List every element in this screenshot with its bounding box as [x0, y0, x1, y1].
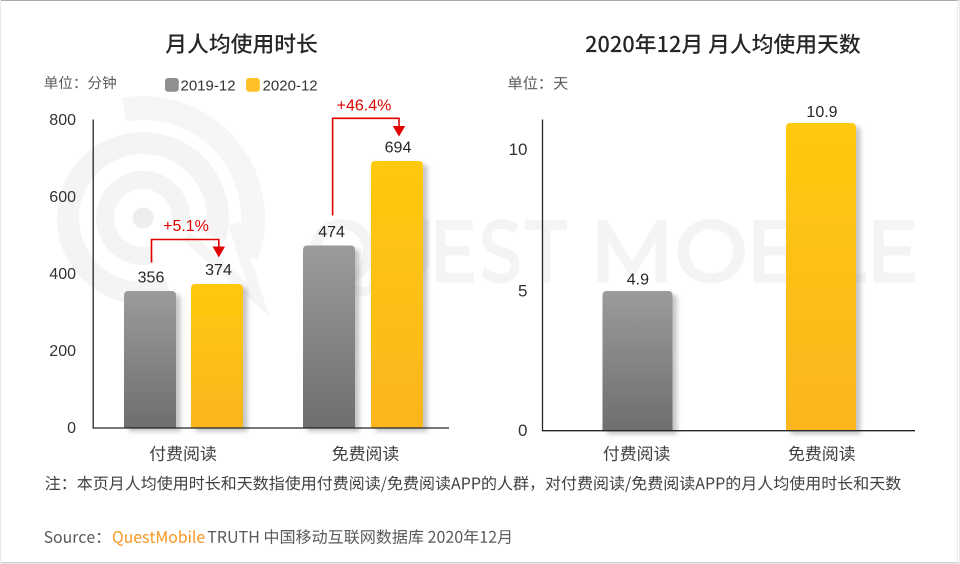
svg-text:694: 694: [385, 140, 412, 157]
svg-text:200: 200: [49, 343, 76, 360]
svg-text:2019-12: 2019-12: [181, 77, 236, 94]
svg-text:5: 5: [518, 281, 527, 300]
svg-text:800: 800: [49, 112, 76, 129]
svg-text:600: 600: [49, 189, 76, 206]
svg-text:10: 10: [509, 140, 528, 159]
svg-text:+5.1%: +5.1%: [163, 218, 209, 235]
svg-text:0: 0: [518, 421, 527, 440]
svg-text:374: 374: [205, 262, 232, 279]
svg-text:0: 0: [67, 420, 76, 437]
svg-text:356: 356: [138, 270, 165, 287]
svg-text:+46.4%: +46.4%: [337, 98, 392, 115]
svg-text:10.9: 10.9: [806, 104, 837, 121]
svg-text:2020-12: 2020-12: [263, 77, 318, 94]
svg-text:4.9: 4.9: [627, 271, 649, 288]
svg-text:474: 474: [318, 224, 345, 241]
svg-text:400: 400: [49, 266, 76, 283]
